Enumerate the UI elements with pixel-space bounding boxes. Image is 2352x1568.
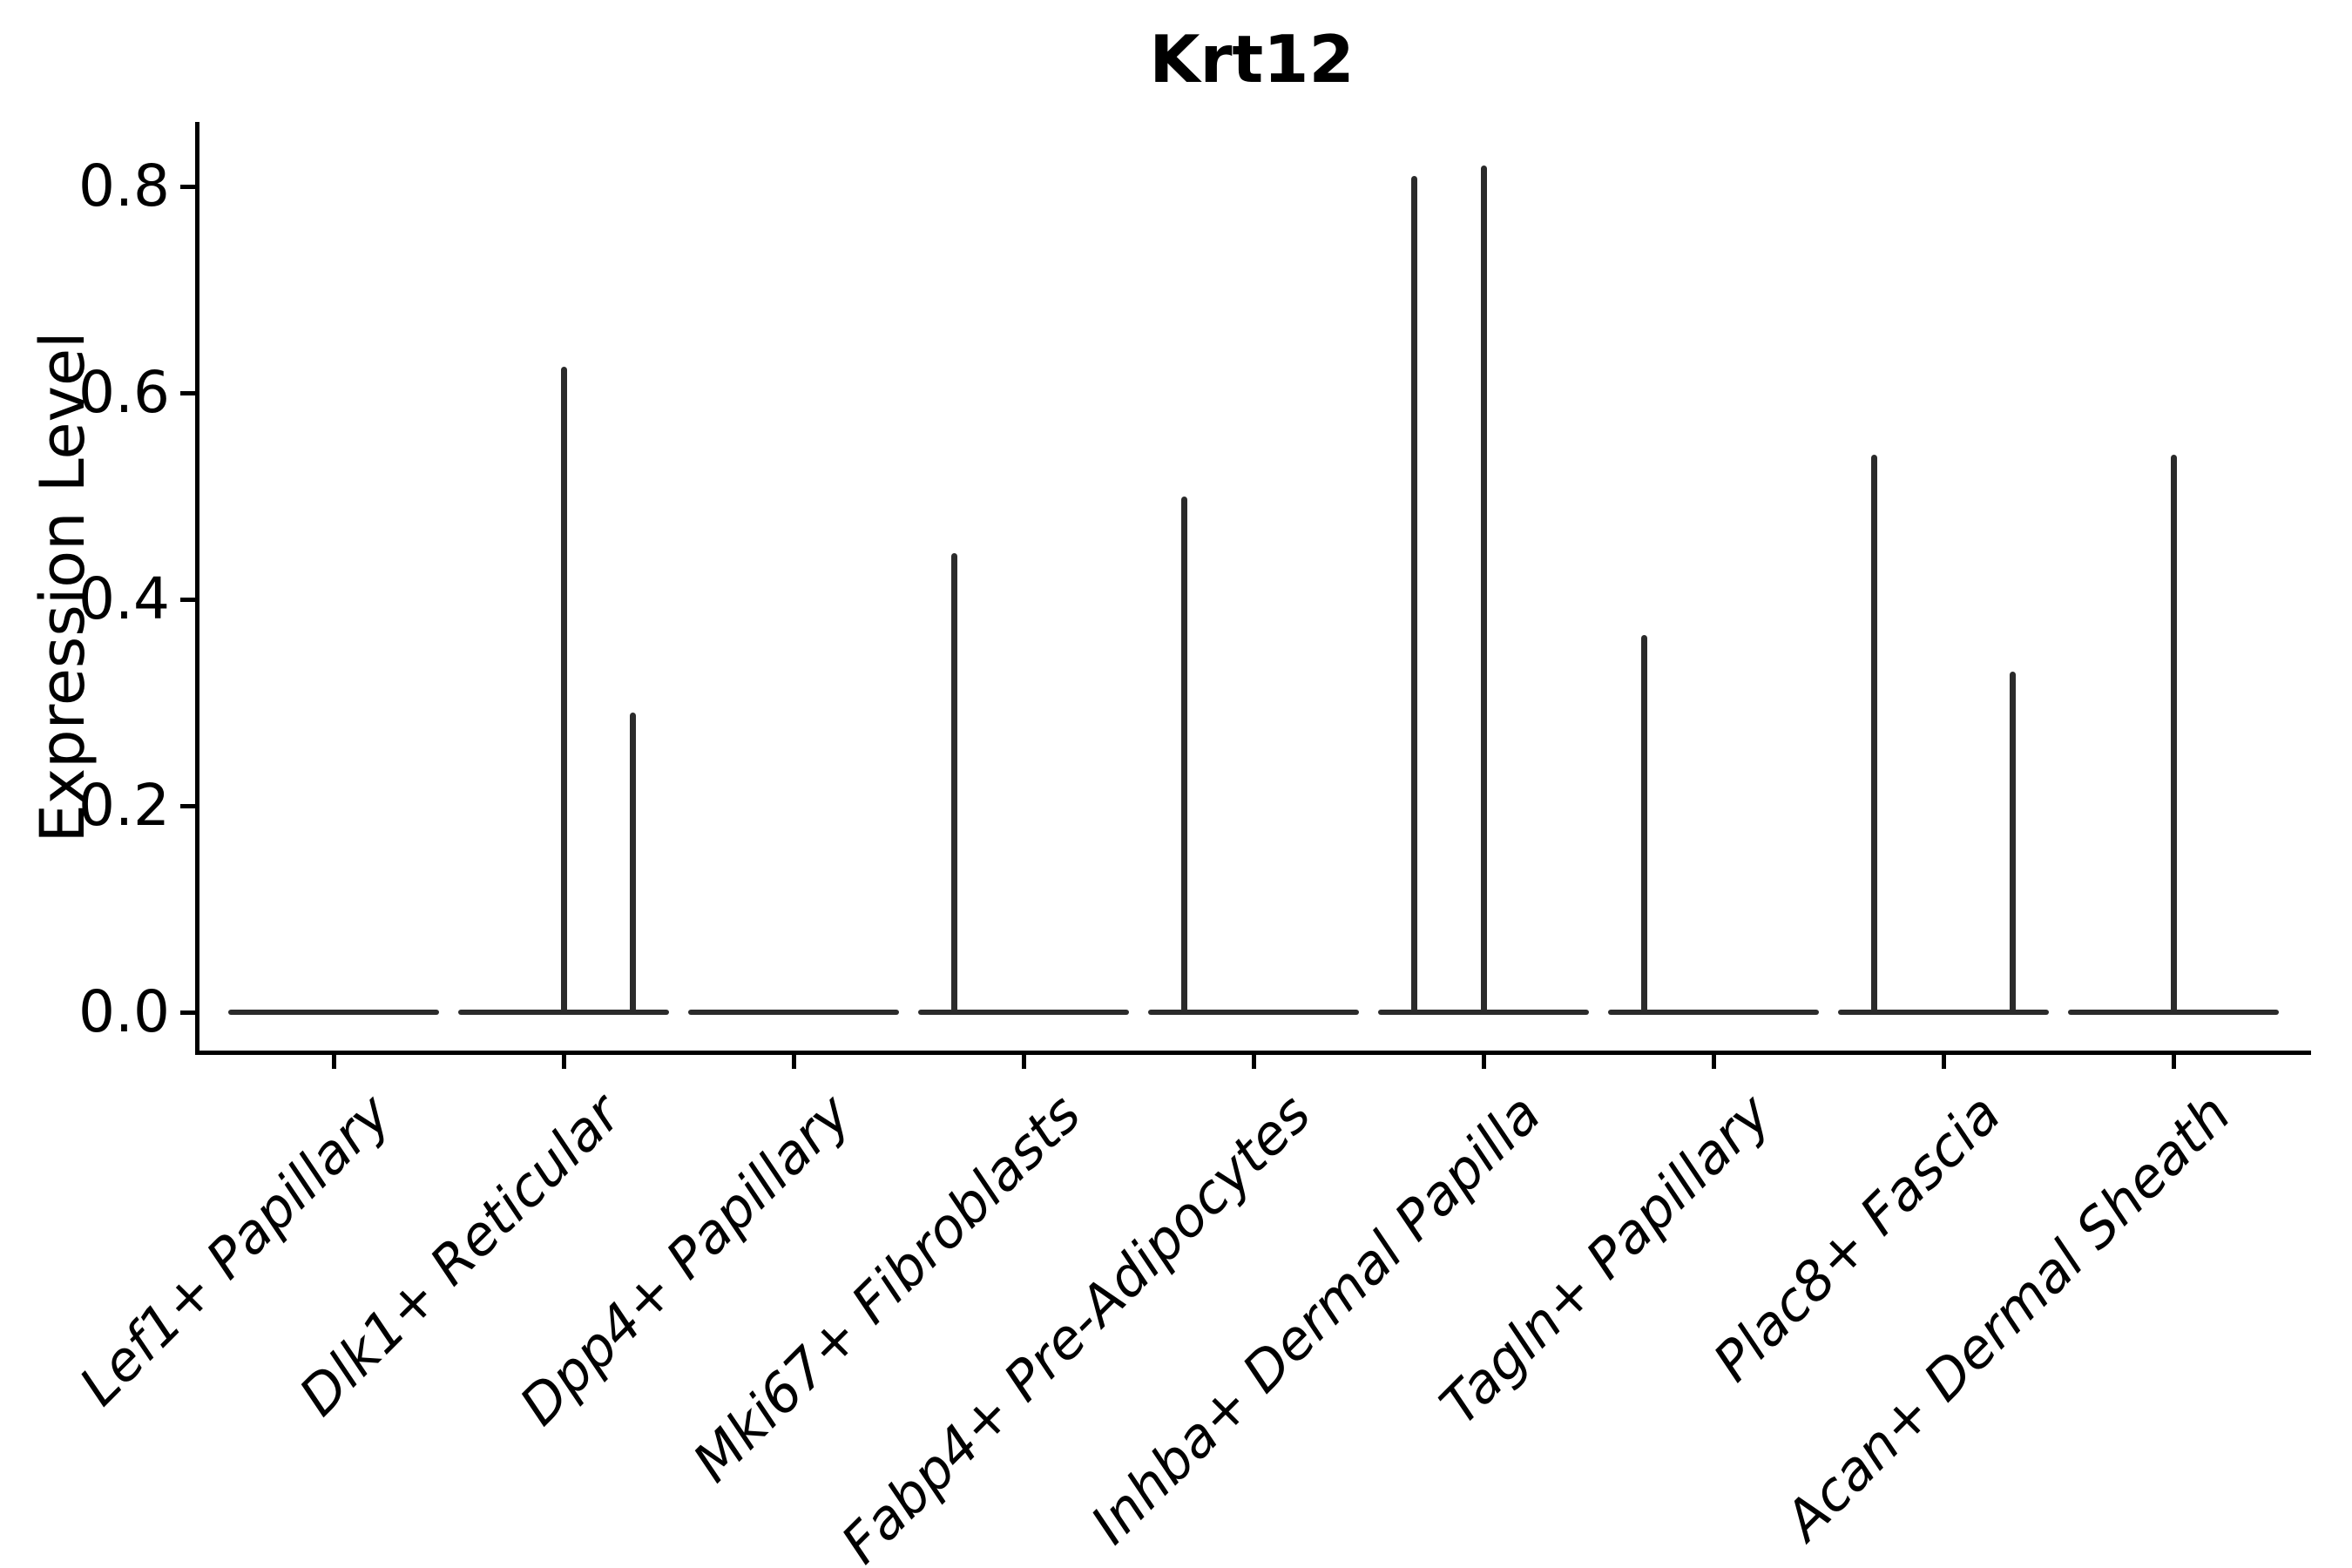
violin-spike — [1181, 496, 1188, 1014]
violin-spike — [1871, 455, 1878, 1014]
violin-spike — [951, 552, 958, 1014]
violin-spike — [2009, 671, 2016, 1014]
x-tick-label: Acan+ Dermal Sheath — [1772, 1081, 2243, 1552]
x-tick — [561, 1051, 566, 1069]
violin-base — [918, 1010, 1129, 1015]
y-tick-label: 0.2 — [78, 772, 170, 839]
x-tick-label: Inhba+ Dermal Papilla — [1078, 1081, 1553, 1557]
violin-spike — [1411, 176, 1418, 1014]
y-tick — [180, 184, 196, 189]
x-tick — [1711, 1051, 1716, 1069]
violin-spike — [560, 367, 567, 1014]
y-tick — [180, 803, 196, 808]
x-tick — [791, 1051, 796, 1069]
violin-base — [1838, 1010, 2049, 1015]
y-tick-label: 0.6 — [78, 359, 170, 426]
x-tick — [1021, 1051, 1026, 1069]
x-tick — [1941, 1051, 1946, 1069]
y-tick-label: 0.0 — [78, 978, 170, 1045]
violin-base — [688, 1010, 899, 1015]
violin-spike — [2170, 455, 2177, 1014]
y-tick-label: 0.4 — [78, 565, 170, 632]
y-tick — [180, 1010, 196, 1015]
x-tick — [331, 1051, 336, 1069]
violin-base — [1148, 1010, 1359, 1015]
violin-spike — [1641, 635, 1648, 1014]
x-tick-label: Fabp4+ Pre-Adipocytes — [828, 1081, 1323, 1568]
x-tick-label: Mki67+ Fibroblasts — [680, 1081, 1093, 1495]
violin-spike — [629, 713, 636, 1014]
x-tick — [2171, 1051, 2176, 1069]
x-tick — [1481, 1051, 1486, 1069]
x-tick — [1251, 1051, 1256, 1069]
y-tick — [180, 597, 196, 602]
violin-base — [228, 1010, 439, 1015]
y-axis-spine — [195, 122, 199, 1052]
chart-title: Krt12 — [1149, 21, 1355, 98]
y-tick-label: 0.8 — [78, 152, 170, 220]
violin-spike — [1480, 166, 1487, 1014]
violin-base — [1608, 1010, 1819, 1015]
y-tick — [180, 390, 196, 395]
